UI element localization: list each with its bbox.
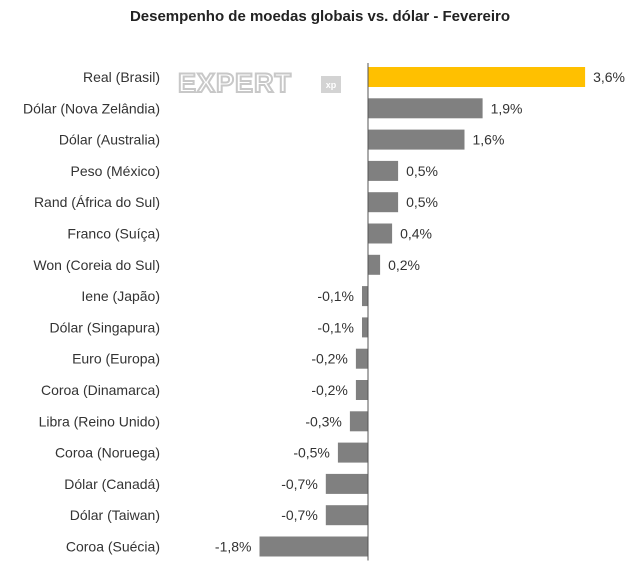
value-label: 0,5% xyxy=(406,163,438,179)
value-label: 1,6% xyxy=(473,132,505,148)
value-label: 1,9% xyxy=(491,100,523,116)
value-label: -0,3% xyxy=(305,413,342,429)
category-label: Peso (México) xyxy=(71,163,160,179)
category-label: Dólar (Canadá) xyxy=(64,476,160,492)
bar xyxy=(325,473,368,494)
bar xyxy=(325,505,368,526)
bar xyxy=(368,98,483,119)
value-label: 0,2% xyxy=(388,257,420,273)
value-label: 0,4% xyxy=(400,226,432,242)
value-label: -0,1% xyxy=(317,288,354,304)
category-label: Real (Brasil) xyxy=(83,69,160,85)
category-label: Dólar (Taiwan) xyxy=(70,507,160,523)
chart-title: Desempenho de moedas globais vs. dólar -… xyxy=(129,8,511,25)
category-label: Libra (Reino Unido) xyxy=(39,413,160,429)
watermark-badge xyxy=(321,76,341,93)
value-label: -0,7% xyxy=(281,507,318,523)
bar xyxy=(337,442,368,463)
value-label: -0,5% xyxy=(293,445,330,461)
category-label: Coroa (Suécia) xyxy=(66,539,160,555)
category-label: Iene (Japão) xyxy=(81,288,160,304)
category-label: Dólar (Australia) xyxy=(59,132,160,148)
value-label: -0,2% xyxy=(311,351,348,367)
bars-group: Real (Brasil) 3,6% Dólar (Nova Zelândia) 1,… xyxy=(23,67,625,557)
value-label: -1,8% xyxy=(215,539,252,555)
bar xyxy=(362,317,368,338)
category-label: Dólar (Nova Zelândia) xyxy=(23,100,160,116)
value-label: 3,6% xyxy=(593,69,625,85)
watermark-badge-text: xp xyxy=(326,80,337,90)
bar xyxy=(368,67,586,87)
bar xyxy=(368,160,399,181)
expert-xp-logo: EXPERT xp xyxy=(177,67,341,99)
bar xyxy=(355,348,368,369)
bar xyxy=(368,129,465,150)
category-label: Coroa (Dinamarca) xyxy=(41,382,160,398)
value-label: -0,2% xyxy=(311,382,348,398)
watermark-text: EXPERT xyxy=(178,68,292,98)
value-label: 0,5% xyxy=(406,194,438,210)
bar xyxy=(368,254,381,275)
bar xyxy=(355,380,368,400)
category-label: Won (Coreia do Sul) xyxy=(33,257,160,273)
category-label: Franco (Suíça) xyxy=(67,226,160,242)
category-label: Euro (Europa) xyxy=(72,351,160,367)
category-label: Rand (África do Sul) xyxy=(34,194,160,210)
bar xyxy=(362,286,368,307)
bar xyxy=(368,192,399,213)
bar xyxy=(259,536,368,557)
value-label: -0,1% xyxy=(317,319,354,335)
bar xyxy=(349,411,368,432)
category-label: Coroa (Noruega) xyxy=(55,445,160,461)
category-label: Dólar (Singapura) xyxy=(50,319,161,335)
value-label: -0,7% xyxy=(281,476,318,492)
bar xyxy=(368,223,393,244)
